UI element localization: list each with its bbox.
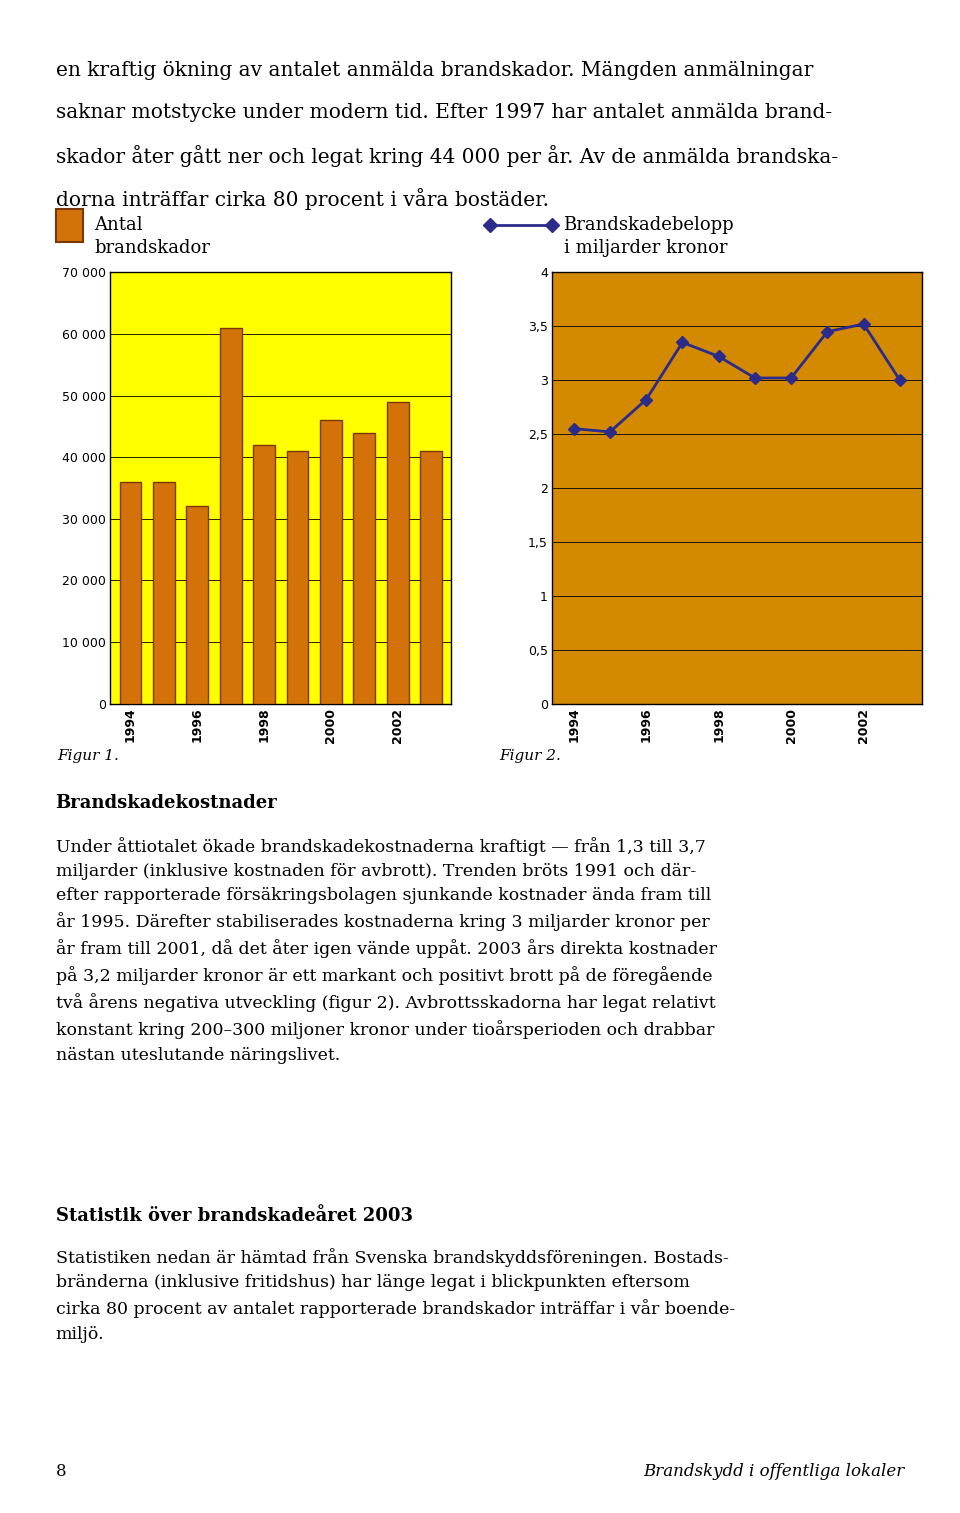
- Bar: [420, 451, 442, 704]
- Bar: [186, 507, 208, 704]
- Text: dorna inträffar cirka 80 procent i våra bostäder.: dorna inträffar cirka 80 procent i våra …: [56, 188, 549, 210]
- Text: Statistiken nedan är hämtad från Svenska brandskyddsföreningen. Bostads-
bränder: Statistiken nedan är hämtad från Svenska…: [56, 1248, 735, 1342]
- Bar: [387, 401, 409, 704]
- Bar: [220, 328, 242, 704]
- Bar: [153, 481, 175, 704]
- Text: i miljarder kronor: i miljarder kronor: [564, 239, 727, 257]
- Text: brandskador: brandskador: [94, 239, 210, 257]
- Text: Under åttiotalet ökade brandskadekostnaderna kraftigt — från 1,3 till 3,7
miljar: Under åttiotalet ökade brandskadekostnad…: [56, 837, 717, 1064]
- Text: Brandskydd i offentliga lokaler: Brandskydd i offentliga lokaler: [643, 1463, 904, 1480]
- Text: en kraftig ökning av antalet anmälda brandskador. Mängden anmälningar: en kraftig ökning av antalet anmälda bra…: [56, 61, 813, 80]
- Text: Figur 2.: Figur 2.: [499, 749, 561, 763]
- Text: Antal: Antal: [94, 216, 143, 235]
- Text: Brandskadebelopp: Brandskadebelopp: [564, 216, 734, 235]
- Text: Statistik över brandskadeåret 2003: Statistik över brandskadeåret 2003: [56, 1207, 413, 1226]
- Bar: [253, 445, 275, 704]
- Bar: [353, 433, 375, 704]
- Text: Figur 1.: Figur 1.: [58, 749, 119, 763]
- Text: saknar motstycke under modern tid. Efter 1997 har antalet anmälda brand-: saknar motstycke under modern tid. Efter…: [56, 103, 831, 123]
- Bar: [287, 451, 308, 704]
- Text: 8: 8: [56, 1463, 66, 1480]
- Text: Brandskadekostnader: Brandskadekostnader: [56, 794, 277, 812]
- Bar: [120, 481, 141, 704]
- Bar: [320, 421, 342, 704]
- Text: skador åter gått ner och legat kring 44 000 per år. Av de anmälda brandska-: skador åter gått ner och legat kring 44 …: [56, 145, 838, 168]
